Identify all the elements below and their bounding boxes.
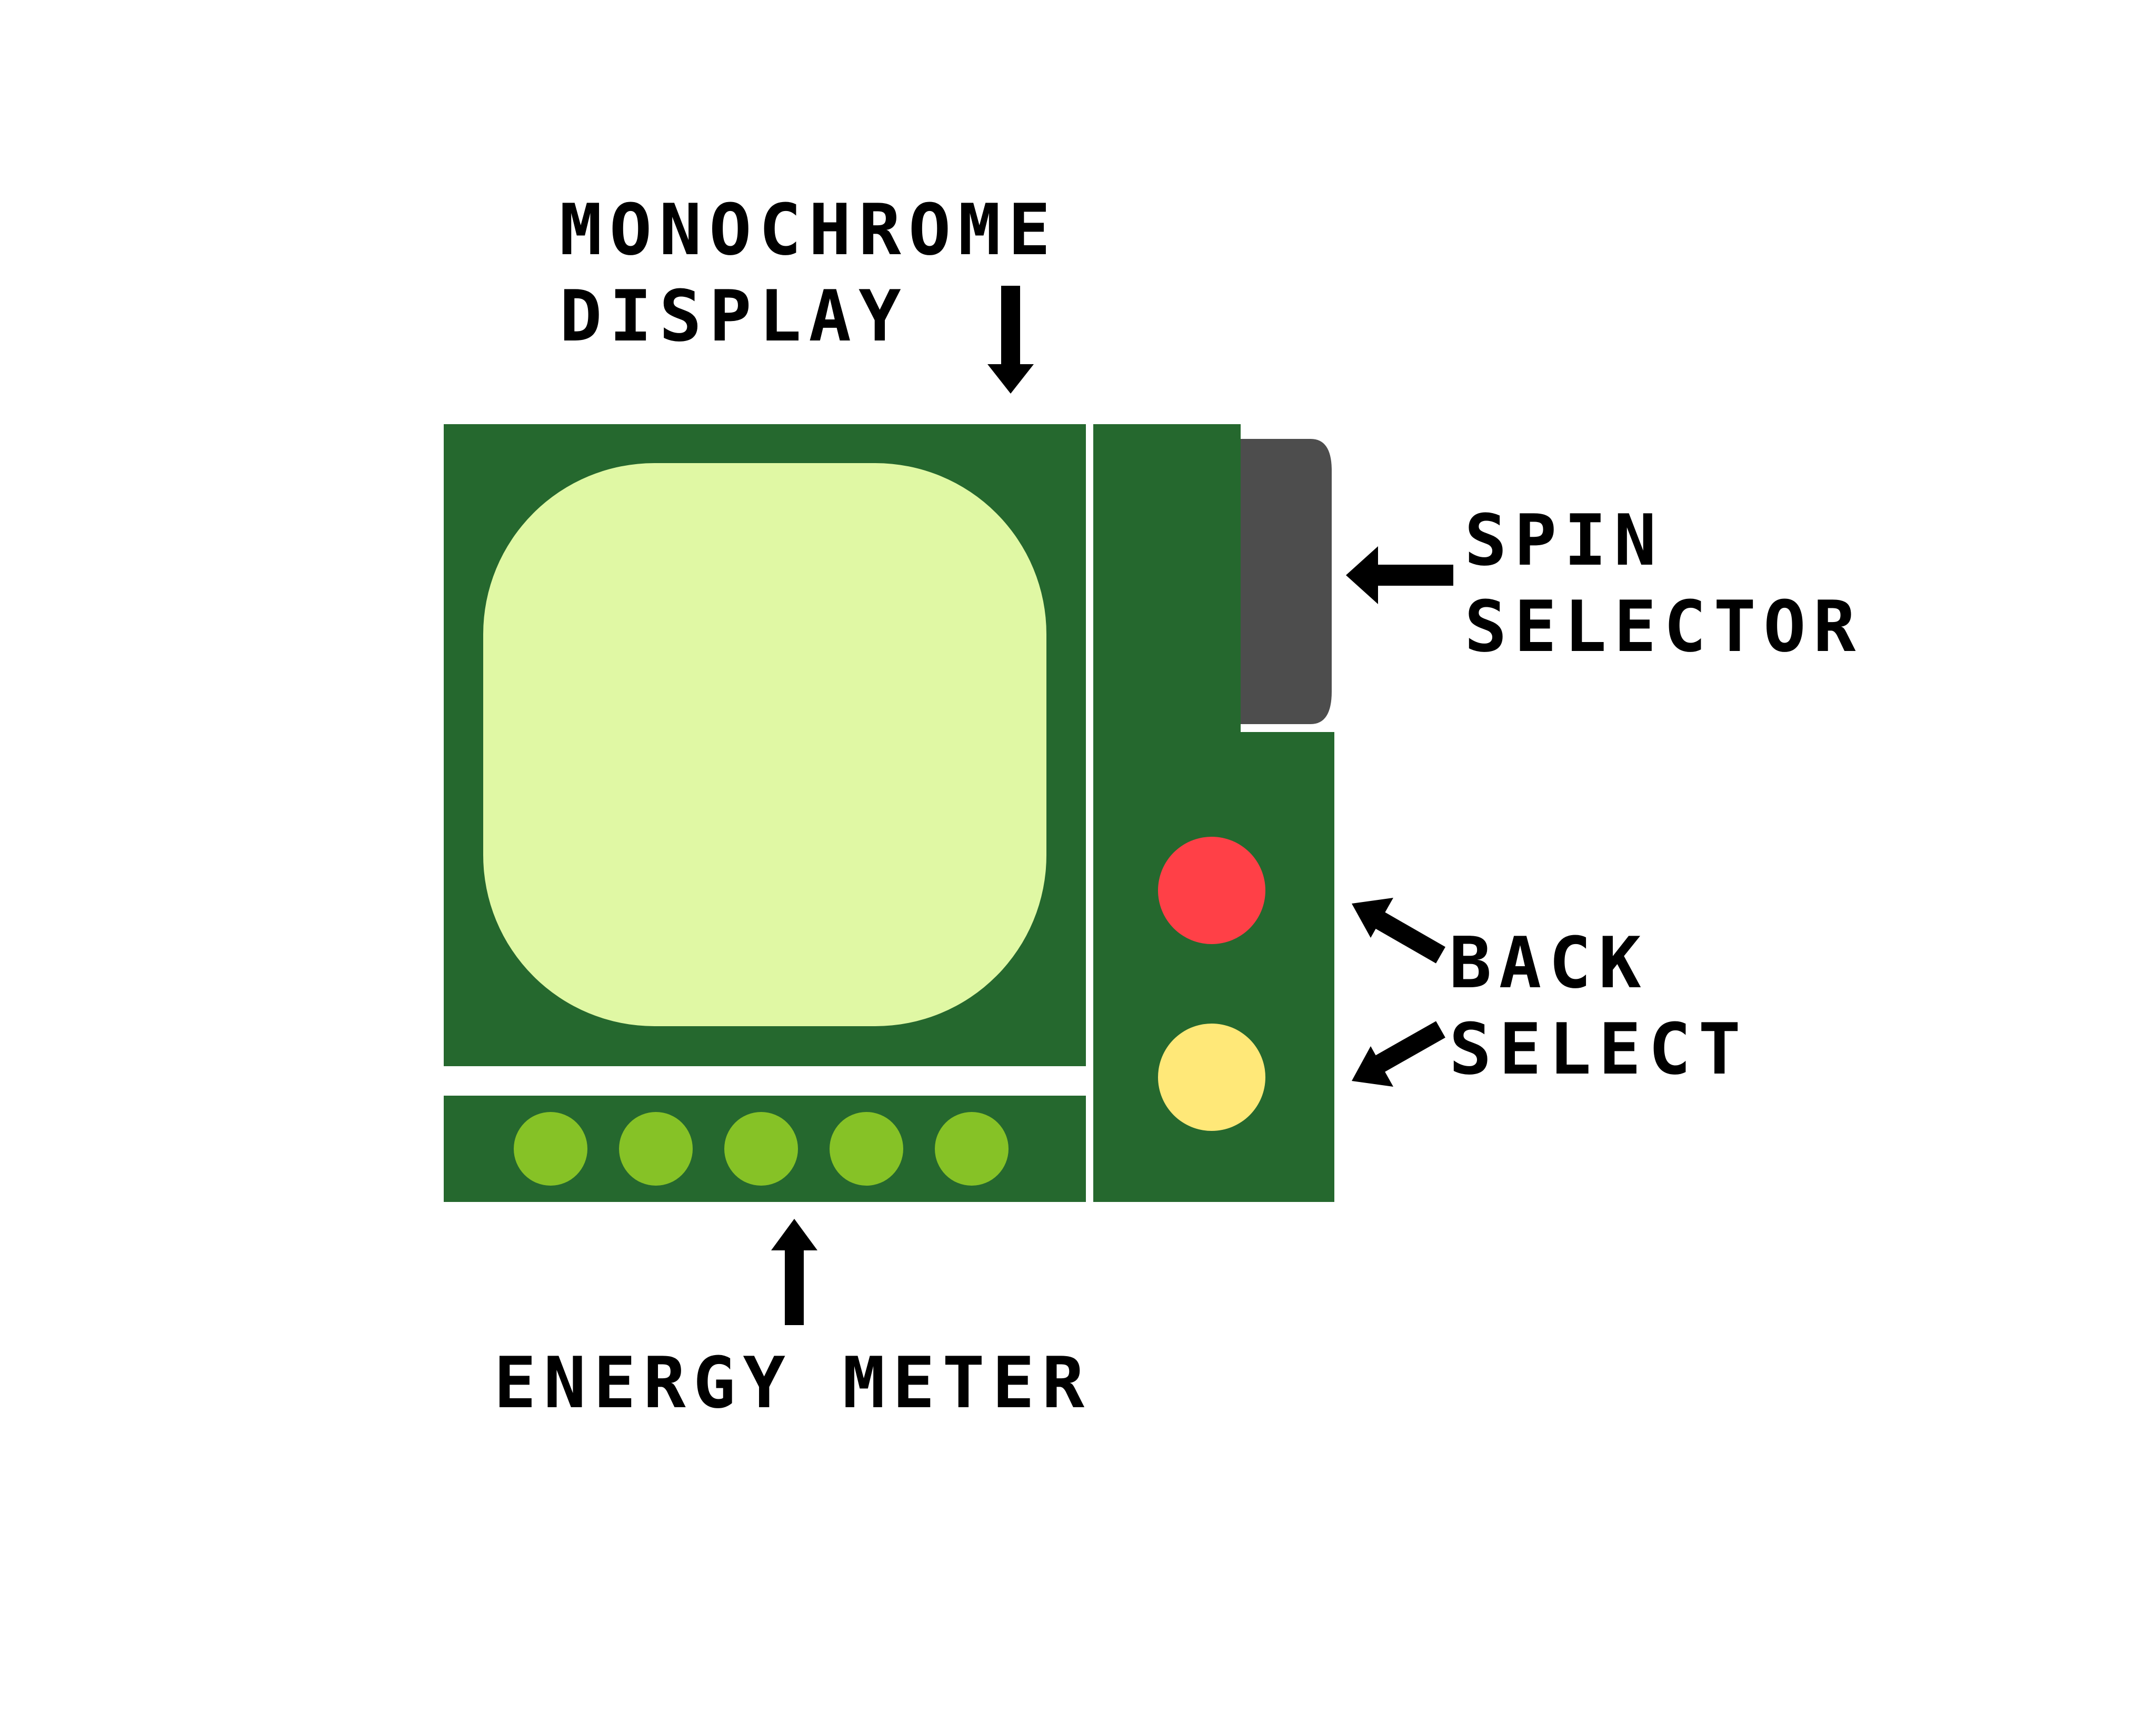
spin-selector-label-line1: SPIN [1464,499,1664,582]
back-button[interactable] [1158,837,1265,944]
back-label: BACK [1449,922,1649,1004]
display-label-line1: MONOCHROME [560,189,1058,271]
back-arrow [1352,898,1445,964]
select-arrow [1352,1021,1445,1087]
energy-dot [724,1112,798,1186]
monochrome-screen [483,463,1046,1026]
control-panel [1093,424,1334,1202]
energy-meter-label: ENERGY METER [494,1342,1092,1424]
energy-dot [514,1112,587,1186]
display-arrow [987,286,1034,394]
spin-selector-arrow [1346,546,1453,604]
energy-meter-arrow [771,1219,817,1325]
spin-selector-label-line2: SELECTOR [1464,586,1863,668]
energy-dot [619,1112,693,1186]
energy-dot [935,1112,1009,1186]
select-button[interactable] [1158,1024,1265,1131]
display-label-line2: DISPLAY [560,275,909,357]
select-label: SELECT [1449,1008,1748,1090]
spin-selector-knob[interactable] [1241,439,1332,724]
energy-meter-dots [514,1112,1009,1186]
energy-dot [830,1112,903,1186]
